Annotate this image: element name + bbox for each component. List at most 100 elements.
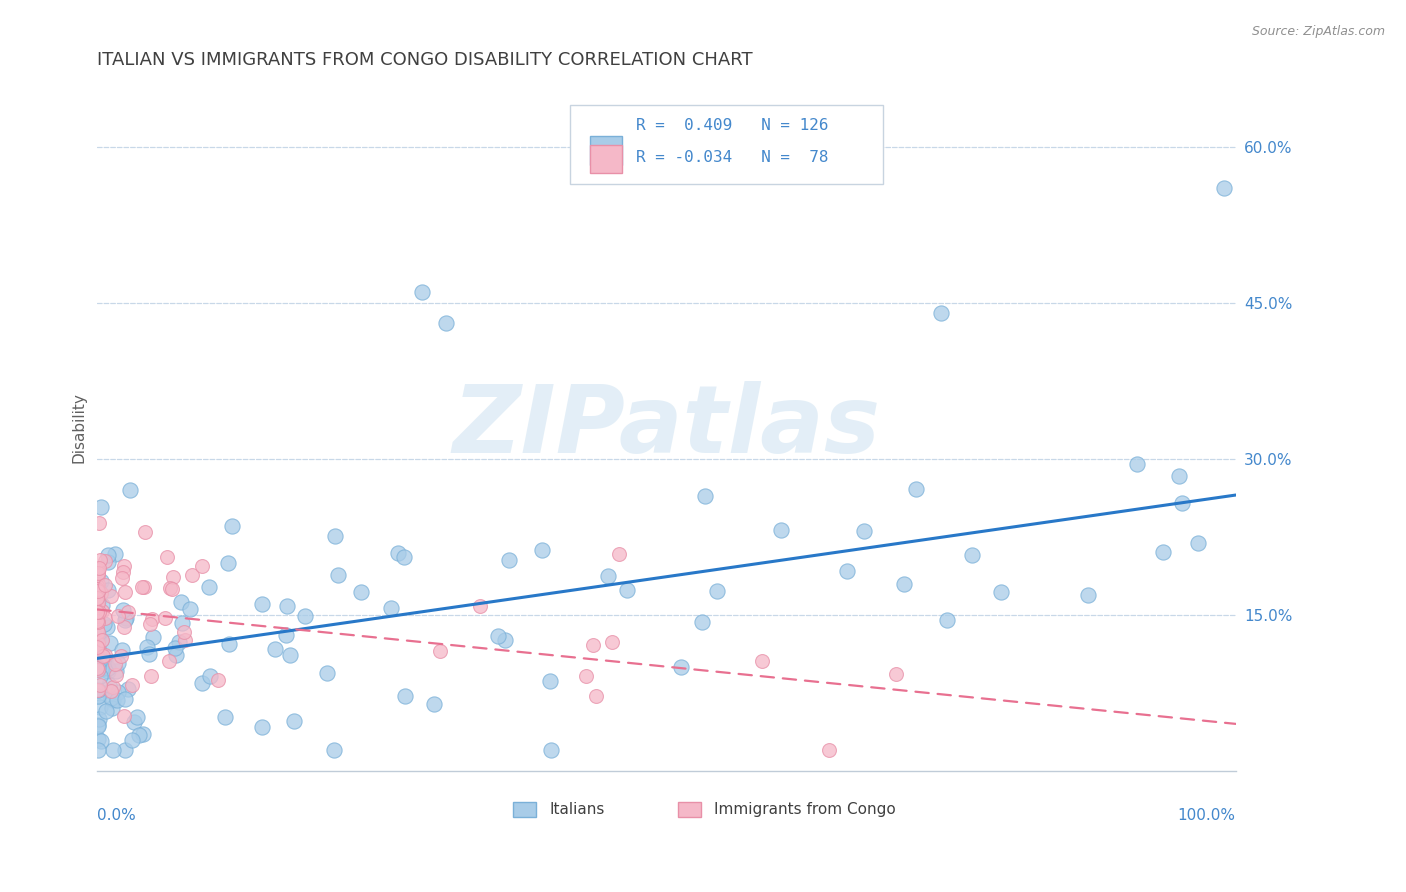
- Point: [153, 611, 176, 625]
- Point: [114, 692, 136, 706]
- Point: [89, 700, 111, 714]
- Point: [111, 602, 134, 616]
- Point: [115, 610, 138, 624]
- Point: [105, 667, 128, 681]
- Point: [87, 593, 110, 607]
- Point: [87, 655, 110, 669]
- Point: [884, 667, 907, 681]
- Point: [89, 712, 111, 726]
- Point: [596, 569, 619, 583]
- Point: [323, 743, 346, 757]
- Point: [170, 595, 193, 609]
- Point: [93, 616, 115, 631]
- Point: [575, 669, 598, 683]
- Point: [936, 614, 959, 628]
- Point: [94, 610, 117, 624]
- Text: R =  0.409   N = 126: R = 0.409 N = 126: [636, 118, 828, 133]
- Point: [263, 642, 285, 657]
- Point: [274, 628, 297, 642]
- Point: [1171, 496, 1194, 510]
- Point: [960, 548, 983, 562]
- Point: [893, 576, 915, 591]
- Point: [87, 629, 110, 643]
- Point: [86, 622, 108, 636]
- Point: [990, 585, 1012, 599]
- Point: [86, 591, 108, 606]
- Point: [94, 648, 117, 662]
- Point: [87, 657, 110, 671]
- Point: [105, 664, 128, 678]
- Point: [607, 547, 630, 561]
- Point: [159, 581, 181, 595]
- Point: [97, 548, 120, 562]
- Point: [94, 553, 117, 567]
- Point: [125, 710, 148, 724]
- Point: [87, 719, 110, 733]
- Point: [114, 743, 136, 757]
- Point: [141, 611, 163, 625]
- Point: [110, 648, 132, 663]
- Point: [1077, 588, 1099, 602]
- Point: [486, 629, 509, 643]
- Point: [498, 553, 520, 567]
- FancyBboxPatch shape: [569, 104, 883, 184]
- Point: [97, 661, 120, 675]
- Point: [100, 684, 122, 698]
- Point: [121, 733, 143, 747]
- Point: [87, 607, 110, 622]
- Point: [87, 641, 110, 656]
- Point: [179, 602, 201, 616]
- Point: [90, 734, 112, 748]
- Point: [494, 633, 516, 648]
- Point: [111, 643, 134, 657]
- Point: [97, 664, 120, 678]
- Point: [142, 630, 165, 644]
- Point: [191, 558, 214, 573]
- Text: R = -0.034   N =  78: R = -0.034 N = 78: [636, 150, 828, 165]
- Point: [86, 582, 108, 596]
- Point: [139, 617, 162, 632]
- Point: [91, 648, 114, 663]
- Point: [107, 608, 129, 623]
- Point: [1167, 468, 1189, 483]
- Point: [101, 692, 124, 706]
- Point: [198, 669, 221, 683]
- Point: [87, 633, 110, 648]
- Point: [217, 556, 239, 570]
- Point: [96, 620, 118, 634]
- Point: [434, 317, 457, 331]
- Point: [136, 640, 159, 654]
- Point: [87, 636, 110, 650]
- Point: [530, 542, 553, 557]
- Point: [837, 564, 859, 578]
- Point: [540, 743, 562, 757]
- Point: [157, 654, 180, 668]
- Point: [112, 709, 135, 723]
- Point: [252, 720, 274, 734]
- Point: [87, 664, 110, 678]
- Point: [538, 673, 561, 688]
- Point: [585, 689, 607, 703]
- Bar: [591, 136, 621, 165]
- Point: [87, 584, 110, 599]
- Bar: [591, 145, 621, 173]
- Point: [600, 635, 623, 649]
- Point: [252, 597, 274, 611]
- Point: [87, 567, 110, 582]
- Point: [97, 677, 120, 691]
- Point: [326, 568, 349, 582]
- Point: [87, 564, 110, 578]
- Point: [128, 728, 150, 742]
- Point: [582, 638, 605, 652]
- Point: [87, 717, 110, 731]
- Point: [87, 607, 110, 621]
- Y-axis label: Disability: Disability: [72, 392, 86, 463]
- Point: [131, 580, 153, 594]
- Point: [181, 568, 204, 582]
- Point: [96, 704, 118, 718]
- Point: [87, 689, 110, 703]
- Point: [165, 648, 187, 662]
- Point: [91, 598, 114, 612]
- Point: [706, 583, 728, 598]
- Point: [86, 661, 108, 675]
